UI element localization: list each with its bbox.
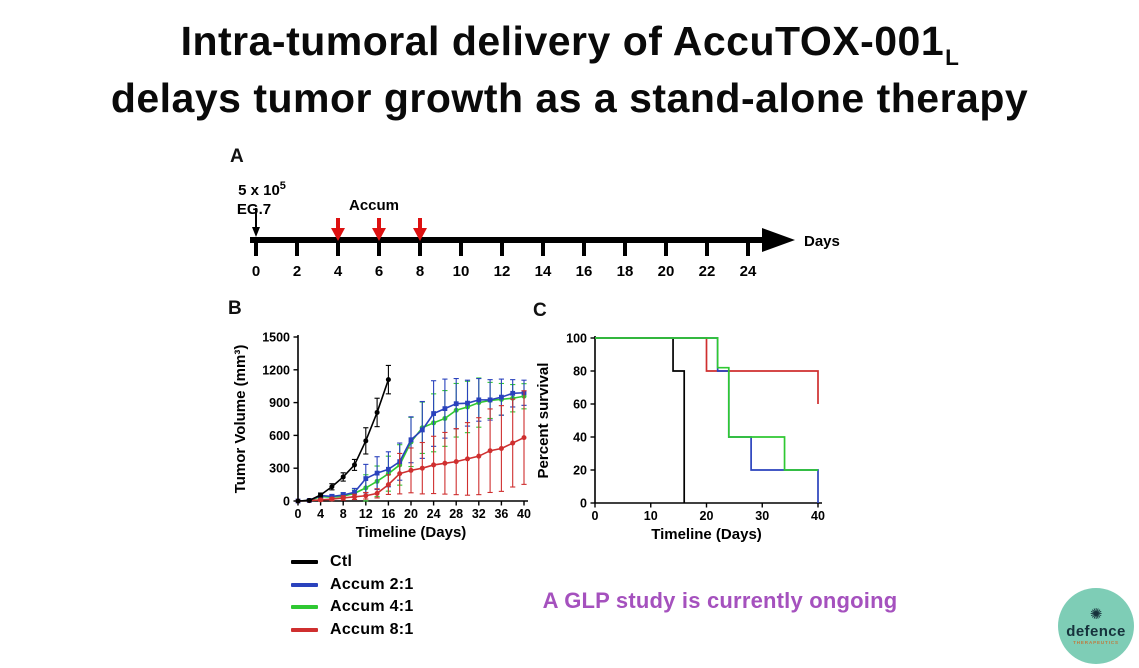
title-subscript: L	[945, 45, 960, 70]
legend-swatch-accum-8-1	[291, 627, 318, 632]
svg-text:2: 2	[293, 263, 301, 280]
timeline-arrowhead	[762, 228, 795, 252]
svg-text:20: 20	[700, 509, 714, 523]
slide-title-line2: delays tumor growth as a stand-alone the…	[110, 75, 1029, 121]
svg-text:300: 300	[269, 462, 290, 476]
svg-text:0: 0	[592, 509, 599, 523]
svg-text:0: 0	[252, 263, 260, 280]
svg-text:60: 60	[573, 398, 587, 412]
svg-text:8: 8	[416, 263, 424, 280]
axes: 0 4 8 12 16 20 24 28 32 36 40 0 300 600 900 1200 1500 Tim…	[232, 331, 531, 542]
svg-text:8: 8	[340, 507, 347, 521]
svg-text:100: 100	[566, 332, 587, 346]
legend-swatch-ctl	[291, 560, 318, 565]
treatment-accum-label: Accum	[349, 197, 399, 214]
legend-item-accum-4-1: Accum 4:1	[291, 596, 414, 619]
inoculation-cellline-label: EG.7	[237, 201, 271, 218]
slide-title-line1: Intra-tumoral delivery of AccuTOX-001L	[180, 18, 960, 70]
svg-text:20: 20	[404, 507, 418, 521]
svg-text:0: 0	[283, 495, 290, 509]
defence-therapeutics-logo: ✺ defence THERAPEUTICS	[1058, 588, 1134, 664]
y-axis-label: Tumor Volume (mm³)	[232, 345, 249, 494]
panel-a-label: A	[230, 146, 244, 167]
svg-text:12: 12	[494, 263, 511, 280]
treatment-annotation: Accum	[331, 197, 427, 241]
svg-text:40: 40	[573, 431, 587, 445]
glp-study-note: A GLP study is currently ongoing	[542, 588, 898, 613]
svg-text:10: 10	[453, 263, 470, 280]
inoculation-dose-label: 5 x 105	[238, 180, 286, 199]
inoculation-annotation: 5 x 105 EG.7	[237, 180, 286, 237]
svg-text:18: 18	[617, 263, 634, 280]
survival-curve-accum-4-1	[595, 337, 818, 471]
svg-text:1200: 1200	[262, 363, 290, 377]
svg-text:10: 10	[644, 509, 658, 523]
svg-text:20: 20	[658, 263, 675, 280]
svg-text:22: 22	[699, 263, 716, 280]
legend-swatch-accum-2-1	[291, 582, 318, 587]
svg-text:0: 0	[295, 507, 302, 521]
legend-label-ctl: Ctl	[330, 553, 353, 571]
series-ctl	[295, 364, 391, 504]
logo-brand-text: defence	[1066, 622, 1126, 640]
svg-text:40: 40	[811, 509, 825, 523]
panel-b-tumor-volume-chart: 0 4 8 12 16 20 24 28 32 36 40 0 300 600 900 1200 1500 Tim…	[232, 331, 531, 542]
legend-item-ctl: Ctl	[291, 551, 414, 574]
panel-b-label: B	[228, 298, 242, 319]
svg-text:80: 80	[573, 365, 587, 379]
y-axis-label: Percent survival	[535, 363, 552, 479]
legend-item-accum-2-1: Accum 2:1	[291, 574, 414, 597]
svg-text:40: 40	[517, 507, 531, 521]
timeline-days-label: Days	[804, 233, 840, 250]
svg-text:24: 24	[740, 263, 757, 280]
logo-sub-text: THERAPEUTICS	[1073, 639, 1119, 645]
svg-text:16: 16	[381, 507, 395, 521]
svg-text:1500: 1500	[262, 331, 290, 345]
starburst-icon: ✺	[1089, 605, 1103, 623]
survival-curve-ctl	[595, 337, 686, 503]
legend-label-accum-8-1: Accum 8:1	[330, 620, 414, 638]
svg-text:30: 30	[755, 509, 769, 523]
slide-title: Intra-tumoral delivery of AccuTOX-001L d…	[0, 16, 1139, 123]
svg-text:16: 16	[576, 263, 593, 280]
svg-text:14: 14	[535, 263, 552, 280]
svg-text:900: 900	[269, 396, 290, 410]
chart-legend: Ctl Accum 2:1 Accum 4:1 Accum 8:1	[291, 551, 414, 641]
legend-label-accum-4-1: Accum 4:1	[330, 598, 414, 616]
svg-text:12: 12	[359, 507, 373, 521]
survival-curve-accum-8-1	[595, 337, 819, 404]
panel-c-label: C	[533, 300, 547, 321]
svg-text:20: 20	[573, 464, 587, 478]
legend-swatch-accum-4-1	[291, 605, 318, 610]
svg-text:36: 36	[494, 507, 508, 521]
svg-text:24: 24	[427, 507, 441, 521]
axes: 0 10 20 30 40 0 20 40 60 80 100 Timeline (Days) Perc…	[535, 332, 825, 544]
legend-item-accum-8-1: Accum 8:1	[291, 619, 414, 642]
legend-label-accum-2-1: Accum 2:1	[330, 575, 414, 593]
svg-text:28: 28	[449, 507, 463, 521]
svg-text:32: 32	[472, 507, 486, 521]
svg-text:600: 600	[269, 429, 290, 443]
svg-text:6: 6	[375, 263, 383, 280]
x-axis-label: Timeline (Days)	[651, 526, 762, 543]
panel-c-survival-chart: 0 10 20 30 40 0 20 40 60 80 100 Timeline (Days) Perc…	[535, 332, 825, 544]
x-axis-label: Timeline (Days)	[356, 524, 467, 541]
svg-text:0: 0	[580, 497, 587, 511]
svg-text:4: 4	[334, 263, 343, 280]
svg-text:4: 4	[317, 507, 324, 521]
